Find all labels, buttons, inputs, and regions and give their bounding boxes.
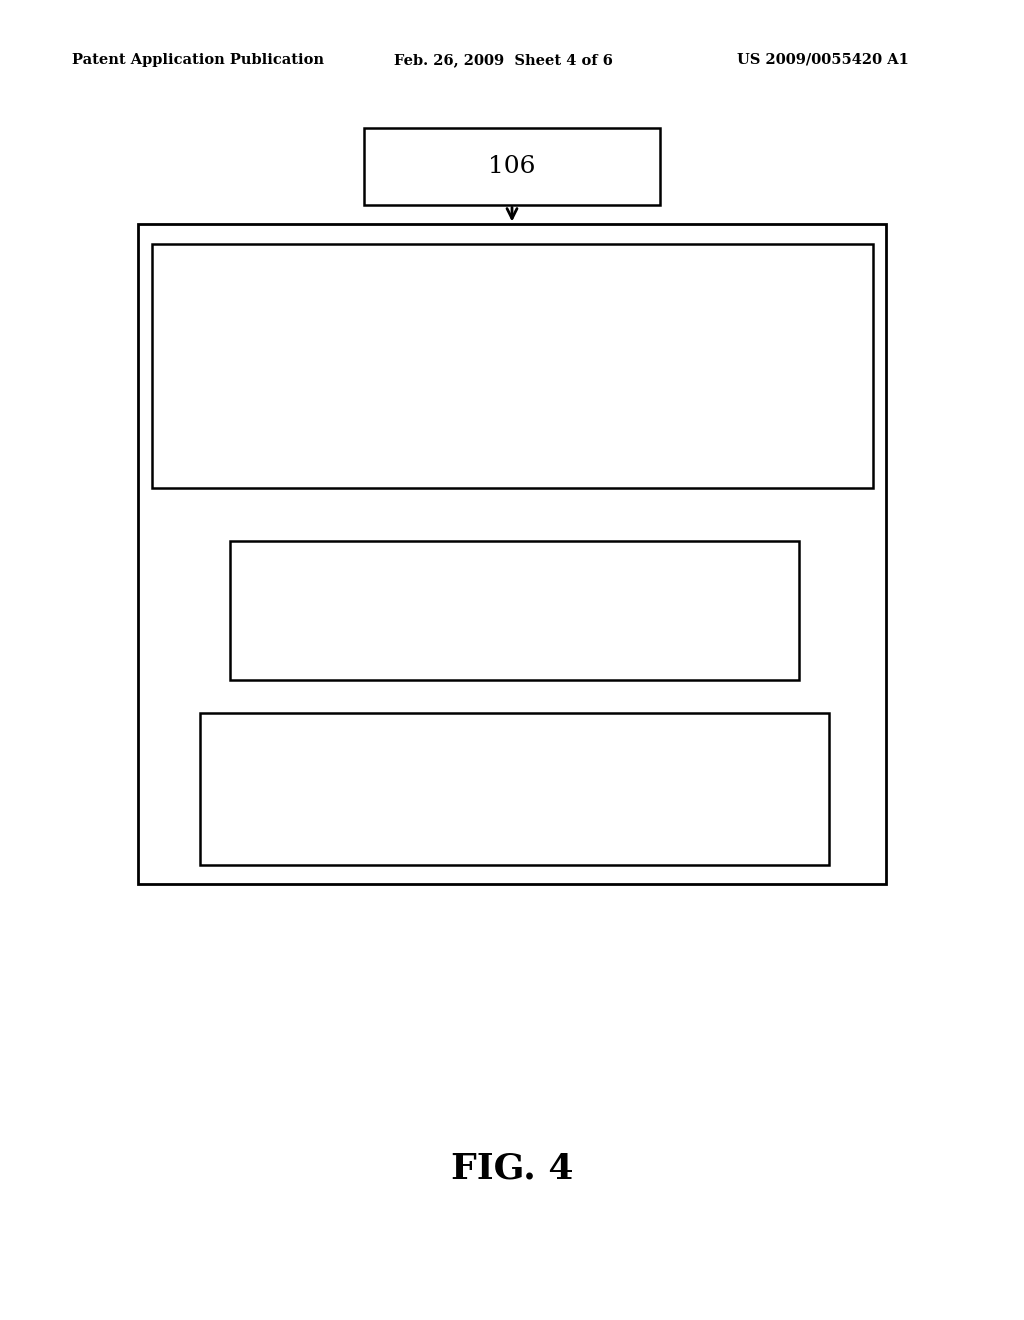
Text: US 2009/0055420 A1: US 2009/0055420 A1 [737,53,909,67]
FancyBboxPatch shape [138,224,886,884]
Text: Patent Application Publication: Patent Application Publication [72,53,324,67]
Text: 106: 106 [488,154,536,178]
Text: 406  Randomly selecting
from the number of
transmitted information: 406 Randomly selecting from the number o… [383,754,646,824]
FancyBboxPatch shape [230,541,799,680]
FancyBboxPatch shape [200,713,829,865]
Text: FIG. 4: FIG. 4 [451,1151,573,1185]
Text: 404  Sampling the data
structure with a function: 404 Sampling the data structure with a f… [382,589,647,632]
Text: Feb. 26, 2009  Sheet 4 of 6: Feb. 26, 2009 Sheet 4 of 6 [394,53,613,67]
Text: 402  Determining a median / mean /
weight average of all of the first
values for: 402 Determining a median / mean / weight… [322,319,703,413]
FancyBboxPatch shape [152,244,873,488]
FancyBboxPatch shape [364,128,660,205]
